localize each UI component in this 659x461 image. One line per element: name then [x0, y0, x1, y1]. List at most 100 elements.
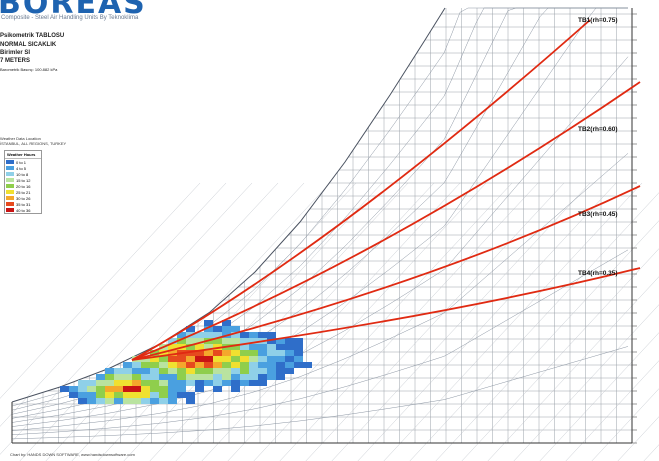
heatmap-cell [294, 356, 303, 362]
heatmap-cell [96, 392, 105, 398]
legend-swatch [6, 196, 14, 200]
heatmap-cell [195, 332, 204, 338]
heatmap-cell [159, 374, 168, 380]
heatmap-cell [105, 374, 114, 380]
heatmap-cell [276, 350, 285, 356]
heatmap-cell [132, 398, 141, 404]
heatmap-cell [294, 362, 303, 368]
heatmap-cell [285, 344, 294, 350]
heatmap-cell [195, 386, 204, 392]
heatmap-cell [285, 356, 294, 362]
legend-item: 30 to 26 [5, 195, 41, 201]
heatmap-cell [168, 344, 177, 350]
heatmap-cell [195, 338, 204, 344]
heatmap-cell [132, 362, 141, 368]
heatmap-cell [150, 374, 159, 380]
legend-label: 4 to 5 [16, 165, 27, 171]
heatmap-cell [105, 380, 114, 386]
heatmap-cell [267, 332, 276, 338]
units: Birimler SI [0, 50, 31, 56]
heatmap-cell [195, 368, 204, 374]
heatmap-cell [240, 374, 249, 380]
heatmap-cell [249, 350, 258, 356]
heatmap-cell [177, 392, 186, 398]
legend-swatch [6, 208, 14, 212]
heatmap-cell [177, 356, 186, 362]
heatmap-cell [249, 332, 258, 338]
heatmap-cell [222, 326, 231, 332]
heatmap-cell [105, 398, 114, 404]
process-line [131, 267, 641, 361]
weather-location: Weather Data Location İSTANBUL, ALL REGI… [0, 136, 66, 146]
process-line [131, 185, 641, 361]
legend-item: 35 to 31 [5, 201, 41, 207]
heatmap-cell [258, 368, 267, 374]
heatmap-cell [177, 362, 186, 368]
heatmap-cell [285, 350, 294, 356]
heatmap-cell [222, 368, 231, 374]
heatmap-cell [186, 392, 195, 398]
heatmap-cell [249, 368, 258, 374]
heatmap-cell [150, 362, 159, 368]
heatmap-cell [150, 368, 159, 374]
heatmap-cell [132, 392, 141, 398]
weather-location-value: İSTANBUL, ALL REGIONS, TURKEY [0, 141, 67, 146]
heatmap-cell [141, 362, 150, 368]
heatmap-cell [177, 374, 186, 380]
legend-item: 4 to 5 [5, 165, 41, 171]
heatmap-cell [231, 362, 240, 368]
heatmap-cell [204, 320, 213, 326]
heatmap-cell [285, 362, 294, 368]
footer: Chart by: HANDS DOWN SOFTWARE, www.hands… [10, 452, 135, 457]
heatmap-cell [186, 350, 195, 356]
heatmap-cell [78, 398, 87, 404]
weather-location-label: Weather Data Location [0, 136, 41, 141]
legend-label: 35 to 31 [16, 201, 31, 207]
heatmap-cell [267, 338, 276, 344]
heatmap-cell [294, 344, 303, 350]
heatmap-cell [150, 350, 159, 356]
heatmap-cell [213, 356, 222, 362]
heatmap-cell [141, 380, 150, 386]
heatmap-cell [231, 332, 240, 338]
heatmap-cell [123, 386, 132, 392]
heatmap-cell [213, 380, 222, 386]
heatmap-cell [258, 362, 267, 368]
heatmap-cell [195, 350, 204, 356]
heatmap-cell [249, 356, 258, 362]
heatmap-cell [105, 368, 114, 374]
heatmap-cell [240, 368, 249, 374]
process-line [131, 19, 591, 361]
heatmap-cell [96, 398, 105, 404]
heatmap-cell [177, 368, 186, 374]
legend-swatch [6, 202, 14, 206]
heatmap-cell [123, 368, 132, 374]
heatmap-cell [258, 344, 267, 350]
legend-item: 20 to 16 [5, 183, 41, 189]
heatmap-cell [150, 356, 159, 362]
heatmap-cell [240, 332, 249, 338]
legend-swatch [6, 160, 14, 164]
heatmap-cell [132, 374, 141, 380]
heatmap-cell [177, 332, 186, 338]
heatmap-cell [258, 332, 267, 338]
heatmap-cell [258, 356, 267, 362]
heatmap-cell [195, 344, 204, 350]
heatmap-cell [132, 380, 141, 386]
heatmap-cell [258, 350, 267, 356]
heatmap-cell [132, 368, 141, 374]
heatmap-cell [213, 338, 222, 344]
heatmap-cell [204, 356, 213, 362]
heatmap-cell [96, 386, 105, 392]
heatmap-cell [231, 338, 240, 344]
process-lines [131, 19, 641, 361]
legend-label: 40 to 36 [16, 207, 31, 213]
heatmap-cell [249, 362, 258, 368]
legend-item: 25 to 21 [5, 189, 41, 195]
process-line-label: TB4(rh=0.35) [578, 270, 618, 277]
heatmap-cell [141, 398, 150, 404]
logo: BOREAS [0, 0, 147, 21]
legend-item: 15 to 12 [5, 177, 41, 183]
heatmap-cell [276, 362, 285, 368]
